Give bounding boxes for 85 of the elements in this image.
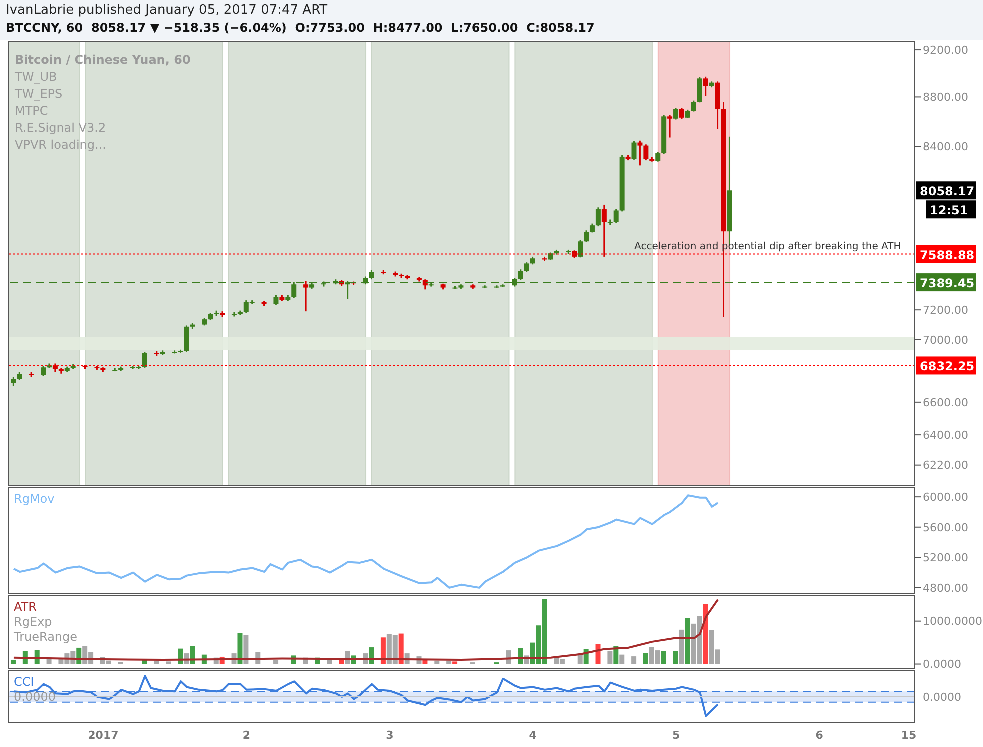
candlestick	[142, 351, 148, 369]
y-tick-label: 7000.00	[923, 334, 968, 347]
candlestick	[691, 100, 696, 113]
annotation: TW_EPS	[15, 86, 64, 103]
y-tick-label: 8800.00	[923, 91, 968, 104]
bar	[643, 653, 648, 664]
y-tick-label: 0.0000	[923, 658, 962, 672]
candlestick	[274, 294, 279, 306]
candlestick	[697, 76, 702, 104]
y-tick-label: 6000.00	[923, 490, 968, 504]
candlestick	[614, 208, 619, 224]
text: 12:51	[930, 204, 968, 218]
text: RgMov	[14, 492, 55, 507]
candlestick	[369, 270, 374, 280]
y-tick-label: 8400.00	[923, 140, 968, 154]
candlestick	[703, 76, 708, 97]
bar	[661, 651, 666, 664]
candlestick	[584, 230, 590, 244]
candlestick	[668, 114, 673, 139]
candlestick	[679, 107, 684, 120]
text: ATR	[14, 600, 38, 615]
line-series	[12, 598, 720, 661]
x-tick-label: 15	[901, 728, 917, 742]
y-tick-label: 9200.00	[923, 44, 968, 57]
annotation: RgExp	[14, 615, 54, 630]
x-tick-label: 5	[672, 728, 680, 742]
bar	[166, 662, 172, 664]
x-tick-label: 3	[386, 728, 394, 742]
candlestick	[596, 206, 601, 228]
y-tick-label: 1000.0000	[923, 615, 982, 628]
y-tick-label: 6400.00	[923, 428, 968, 442]
candlestick	[11, 376, 16, 388]
y-tick-label: 6600.00	[923, 396, 968, 410]
x-tick-label: 2	[242, 728, 251, 742]
bar	[673, 651, 678, 664]
candlestick	[656, 152, 661, 163]
bar	[398, 634, 404, 664]
series-label: TrueRange	[14, 630, 78, 645]
y-tick-label: 5200.00	[923, 552, 968, 565]
candlestick	[632, 140, 637, 161]
chart-subtitle: BTCCNY, 60 8058.17 ▼ −518.35 (−6.04%) O:7753.00 H:8477.00 L:7650.00 C:8058.17	[6, 21, 595, 35]
annotation: 0.0000	[14, 690, 56, 705]
y-tick-label: 5600.00	[923, 521, 968, 534]
annotation: TW_UB	[15, 69, 58, 86]
series-label: CCI	[14, 675, 36, 690]
bar	[434, 660, 440, 664]
candlestick	[674, 107, 679, 120]
x-tick-label: 4	[529, 728, 538, 742]
annotation: MTPC	[15, 103, 50, 120]
x-tick-label: 6	[816, 728, 824, 742]
candlestick	[41, 365, 46, 377]
bar	[10, 660, 16, 664]
bar	[608, 651, 613, 664]
bar	[632, 656, 637, 664]
chart-title: IvanLabrie published January 05, 2017 07:47 ART	[6, 3, 328, 18]
bar	[620, 654, 625, 664]
line-series	[12, 494, 720, 589]
bar	[154, 660, 160, 664]
bar	[679, 630, 684, 664]
bar	[244, 635, 249, 664]
candlestick	[304, 280, 309, 312]
bar	[339, 660, 344, 664]
bar	[274, 660, 279, 664]
candlestick	[524, 262, 530, 274]
y-tick-label: 4800.00	[923, 582, 968, 595]
candlestick	[638, 140, 643, 166]
text: 8058.17	[920, 184, 975, 199]
annotation: VPVR loading...	[15, 137, 108, 154]
bar	[703, 604, 708, 664]
bar	[238, 633, 243, 664]
annotation: Bitcoin / Chinese Yuan, 60	[15, 52, 191, 69]
ref-line-label: 7588.88	[920, 248, 975, 262]
ref-line-label: 7389.45	[920, 276, 975, 291]
annotation: R.E.Signal V3.2	[15, 120, 108, 137]
bar	[685, 618, 690, 664]
y-tick-label: 6220.00	[923, 459, 968, 472]
candlestick	[602, 204, 607, 258]
candlestick	[644, 144, 649, 162]
x-tick-label: 2017	[88, 728, 119, 742]
ref-line-label: 6832.25	[920, 360, 975, 374]
bar	[446, 660, 452, 664]
y-tick-label: 7200.00	[923, 304, 968, 318]
candlestick	[578, 240, 584, 258]
bar	[380, 638, 386, 664]
bar	[452, 662, 458, 664]
